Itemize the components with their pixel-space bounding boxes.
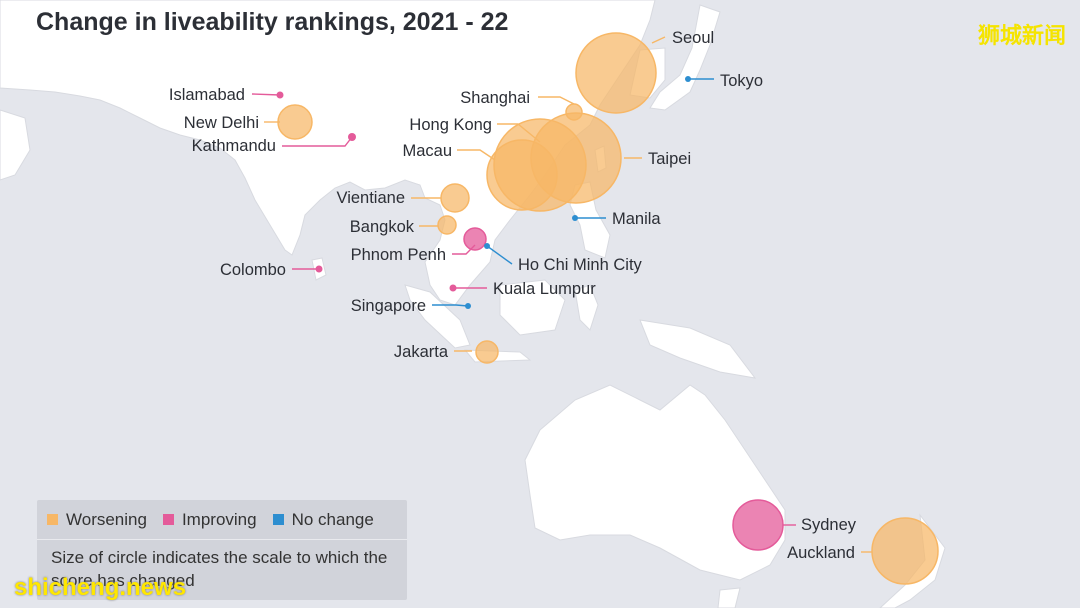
leader-line-macau	[457, 149, 496, 161]
japan-landmass	[649, 4, 721, 111]
bubble-seoul	[575, 32, 657, 114]
bubble-macau	[486, 139, 558, 211]
bubble-ho-chi-minh-city	[484, 243, 490, 249]
leader-line-singapore	[432, 304, 469, 307]
legend-label-improving: Improving	[181, 509, 257, 529]
sumatra-landmass	[404, 284, 471, 349]
city-label-new-delhi: New Delhi	[184, 114, 259, 132]
no-change-swatch-icon	[272, 514, 284, 525]
city-label-kuala-lumpur: Kuala Lumpur	[493, 280, 596, 298]
city-label-macau: Macau	[402, 142, 452, 160]
city-bubbles-layer	[276, 32, 939, 585]
city-label-seoul: Seoul	[672, 29, 714, 47]
city-label-singapore: Singapore	[351, 297, 426, 315]
legend-item-improving: Improving	[162, 509, 257, 530]
arabian-peninsula-landmass	[0, 109, 31, 181]
australia-landmass	[524, 384, 786, 581]
bubble-phnom-penh	[463, 227, 487, 251]
bubble-manila	[572, 215, 578, 221]
legend-item-no-change: No change	[272, 509, 374, 530]
worsening-swatch-icon	[47, 514, 58, 525]
page-title: Change in liveability rankings, 2021 - 2…	[36, 8, 509, 36]
legend-keys: Worsening Improving No change	[37, 500, 407, 540]
leader-line-islamabad	[251, 93, 281, 96]
city-labels-layer: Seoul Tokyo Shanghai Islamabad New Delhi Hong…	[169, 29, 857, 562]
sulawesi-landmass	[574, 284, 599, 331]
city-label-colombo: Colombo	[220, 261, 286, 279]
city-label-taipei: Taipei	[648, 150, 691, 168]
bubble-tokyo	[685, 76, 691, 82]
bubble-colombo	[315, 265, 323, 273]
city-label-hong-kong: Hong Kong	[409, 116, 492, 134]
city-label-manila: Manila	[612, 210, 661, 228]
improving-swatch-icon	[162, 514, 174, 525]
bubble-islamabad	[276, 91, 284, 99]
city-label-vientiane: Vientiane	[336, 189, 405, 207]
legend-item-worsening: Worsening	[47, 510, 147, 530]
city-label-ho-chi-minh-city: Ho Chi Minh City	[518, 256, 643, 274]
leader-line-seoul	[651, 36, 666, 44]
bubble-sydney	[732, 499, 784, 551]
legend-label-worsening: Worsening	[66, 509, 147, 529]
city-label-sydney: Sydney	[801, 516, 857, 534]
bubble-bangkok	[437, 215, 457, 235]
borneo-landmass	[499, 279, 566, 336]
bubble-auckland	[871, 517, 939, 585]
city-label-shanghai: Shanghai	[460, 89, 530, 107]
bubble-singapore	[465, 303, 471, 309]
bubble-shanghai	[565, 103, 583, 121]
leader-line-ho-chi-minh-city	[486, 245, 513, 265]
bubble-new-delhi	[277, 104, 313, 140]
watermark-english: shicheng.news	[14, 574, 187, 601]
legend: Worsening Improving No change Size of ci…	[37, 500, 407, 600]
city-label-jakarta: Jakarta	[394, 343, 449, 361]
city-label-tokyo: Tokyo	[720, 72, 763, 90]
leader-line-shanghai	[538, 96, 575, 105]
bubble-kathmandu	[348, 133, 356, 141]
city-label-kathmandu: Kathmandu	[192, 137, 276, 155]
city-label-phnom-penh: Phnom Penh	[351, 246, 446, 264]
watermark-chinese: 狮城新闻	[977, 24, 1066, 49]
bubble-jakarta	[475, 340, 499, 364]
legend-note: Size of circle indicates the scale to wh…	[51, 548, 388, 590]
tasmania-landmass	[717, 587, 741, 608]
bubble-vientiane	[440, 183, 470, 213]
legend-label-no-change: No change	[291, 509, 374, 529]
new-guinea-landmass	[639, 319, 757, 379]
city-label-auckland: Auckland	[787, 544, 855, 562]
bubble-kuala-lumpur	[449, 284, 457, 292]
city-label-islamabad: Islamabad	[169, 86, 245, 104]
city-label-bangkok: Bangkok	[350, 218, 415, 236]
